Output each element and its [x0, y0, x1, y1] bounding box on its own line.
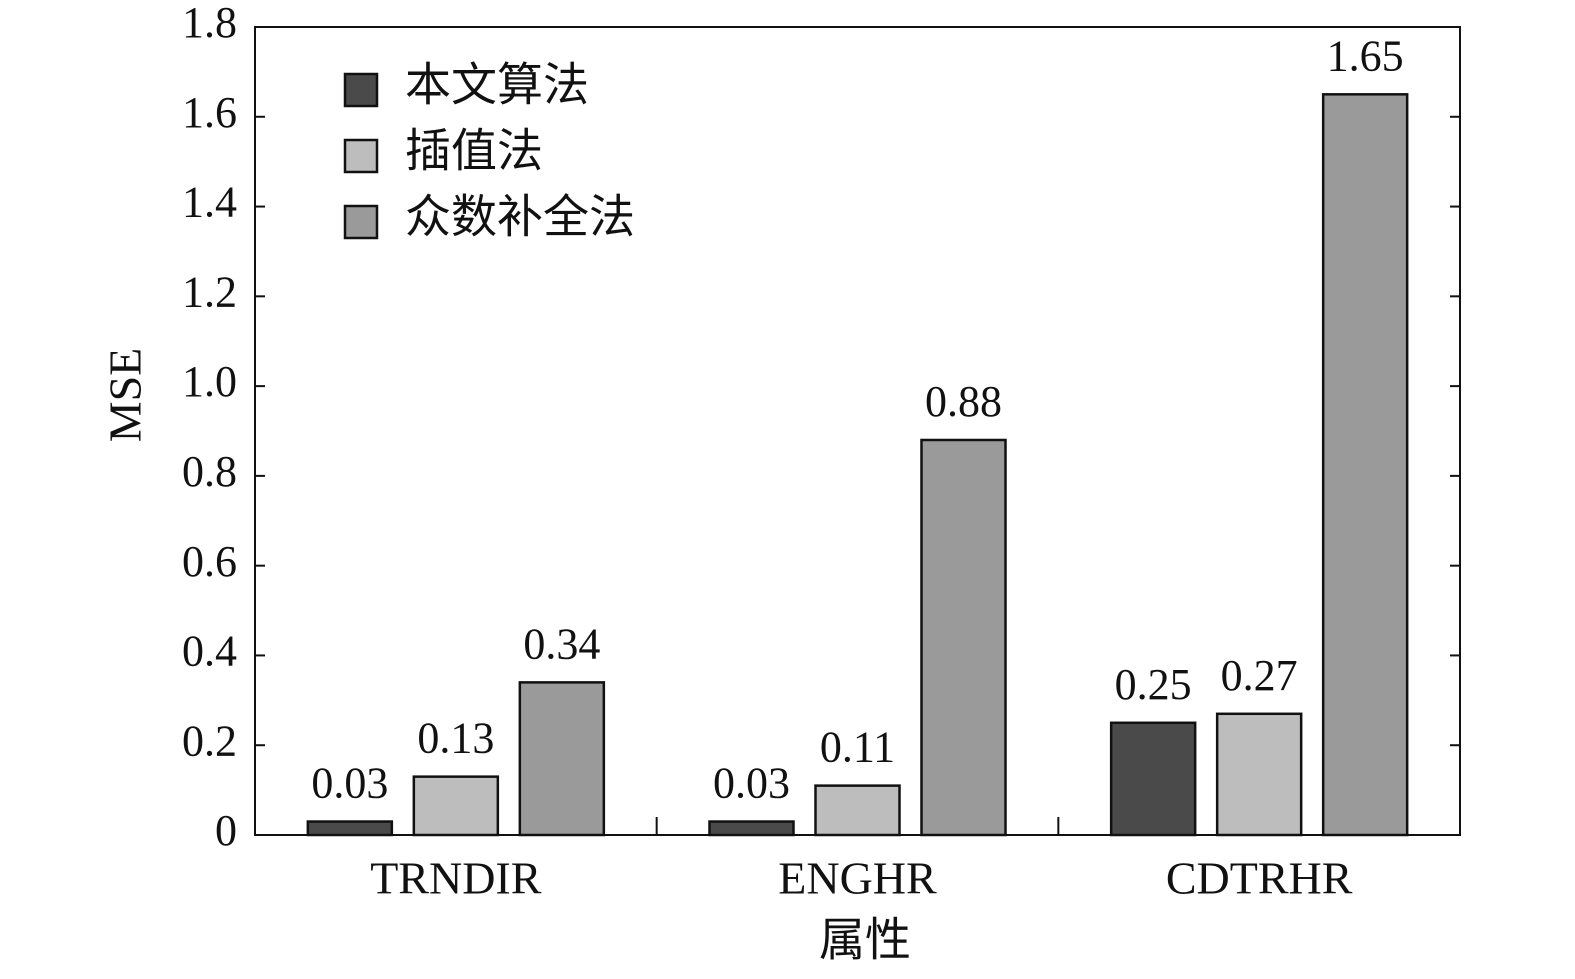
value-label: 0.13	[417, 714, 494, 763]
value-label: 1.65	[1327, 31, 1404, 80]
bar	[1321, 93, 1409, 837]
y-axis-label: MSE	[100, 348, 151, 443]
bar	[1215, 712, 1303, 837]
y-tick-label: 1.6	[182, 88, 237, 137]
x-tick-label: ENGHR	[778, 853, 937, 904]
value-label: 0.27	[1221, 651, 1298, 700]
legend-label: 本文算法	[405, 60, 589, 111]
bar	[306, 820, 394, 837]
value-label: 0.88	[925, 377, 1002, 426]
legend-swatch	[343, 138, 379, 174]
y-tick-label: 1.0	[182, 357, 237, 406]
y-tick-label: 0.2	[182, 716, 237, 765]
bar	[814, 784, 901, 837]
legend-label: 插值法	[405, 126, 543, 177]
x-tick-label: TRNDIR	[370, 853, 542, 904]
y-tick-label: 1.8	[182, 0, 237, 47]
bar	[1109, 721, 1197, 837]
bar	[920, 438, 1007, 837]
value-label: 0.11	[820, 723, 895, 772]
y-tick-label: 0.8	[182, 447, 237, 496]
x-tick-label: CDTRHR	[1166, 853, 1353, 904]
value-label: 0.25	[1115, 660, 1192, 709]
value-label: 0.34	[523, 619, 600, 668]
y-tick-label: 0	[215, 806, 237, 855]
bar	[518, 681, 606, 837]
bar	[412, 775, 500, 837]
y-tick-label: 0.4	[182, 627, 237, 676]
legend-swatch	[343, 72, 379, 108]
value-label: 0.03	[713, 759, 790, 808]
bar	[708, 820, 795, 837]
y-tick-label: 1.2	[182, 267, 237, 316]
legend-swatch	[343, 204, 379, 240]
y-tick-label: 1.4	[182, 178, 237, 227]
legend-label: 众数补全法	[405, 192, 635, 243]
y-tick-label: 0.6	[182, 537, 237, 586]
x-axis-label: 属性	[819, 915, 911, 966]
value-label: 0.03	[311, 759, 388, 808]
